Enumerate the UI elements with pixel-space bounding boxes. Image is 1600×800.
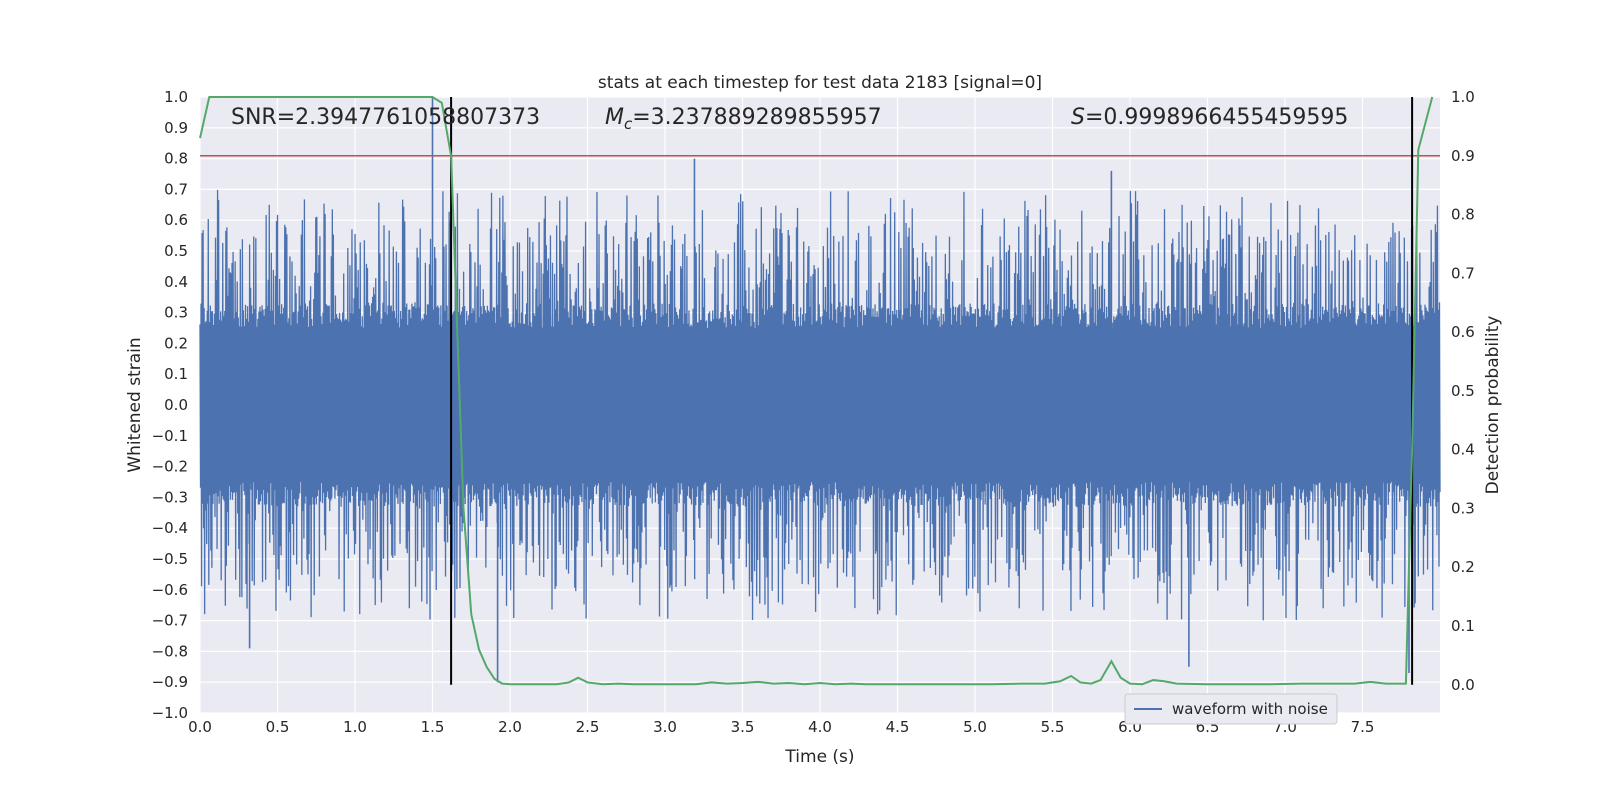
y2-tick-label-4: 0.6 xyxy=(1451,323,1475,341)
score-annotation: S=0.9998966455459595 xyxy=(1071,105,1348,130)
y-tick-label-14: −0.4 xyxy=(152,519,188,537)
chirp-mass-annotation: Mc=3.237889289855957 xyxy=(605,105,882,133)
x-tick-label-0: 0.0 xyxy=(188,718,212,736)
x-tick-label-4: 2.0 xyxy=(498,718,522,736)
y2-tick-label-0: 1.0 xyxy=(1451,88,1475,106)
y-tick-label-4: 0.6 xyxy=(164,211,188,229)
legend-box xyxy=(1124,693,1338,725)
y2-tick-label-3: 0.7 xyxy=(1451,264,1475,282)
y2-axis-label: Detection probability xyxy=(1483,316,1503,495)
x-tick-label-8: 4.0 xyxy=(808,718,832,736)
y-tick-label-19: −0.9 xyxy=(152,673,188,691)
y-tick-label-18: −0.8 xyxy=(152,642,188,660)
x-tick-label-9: 4.5 xyxy=(886,718,910,736)
y-tick-label-8: 0.2 xyxy=(164,334,188,352)
y-tick-label-1: 0.9 xyxy=(164,119,188,137)
x-axis-label: Time (s) xyxy=(784,747,854,767)
y2-tick-label-5: 0.5 xyxy=(1451,382,1475,400)
legend: waveform with noise xyxy=(1124,693,1338,725)
plot-area xyxy=(199,96,1441,686)
y-tick-label-3: 0.7 xyxy=(164,180,188,198)
y2-axis-ticks: 1.0 0.9 0.8 0.7 0.6 0.5 0.4 0.3 0.2 0.1 0.0 xyxy=(1451,88,1475,694)
y-tick-label-2: 0.8 xyxy=(164,150,188,168)
x-tick-label-6: 3.0 xyxy=(653,718,677,736)
y2-tick-label-6: 0.4 xyxy=(1451,441,1475,459)
x-tick-label-7: 3.5 xyxy=(731,718,755,736)
y-tick-label-13: −0.3 xyxy=(152,488,188,506)
y2-tick-label-2: 0.8 xyxy=(1451,206,1475,224)
waveform-noise-band xyxy=(200,328,1440,482)
x-tick-label-2: 1.0 xyxy=(343,718,367,736)
chirp-mass-symbol: M xyxy=(605,105,624,130)
y2-tick-label-9: 0.1 xyxy=(1451,617,1475,635)
y-tick-label-11: −0.1 xyxy=(152,427,188,445)
y-tick-label-20: −1.0 xyxy=(152,704,188,722)
legend-label-waveform: waveform with noise xyxy=(1172,700,1328,718)
y-tick-label-10: 0.0 xyxy=(164,396,188,414)
y-tick-label-17: −0.7 xyxy=(152,612,188,630)
score-value: =0.9998966455459595 xyxy=(1085,105,1348,130)
chart-title: stats at each timestep for test data 218… xyxy=(598,73,1042,93)
x-tick-label-15: 7.5 xyxy=(1351,718,1375,736)
x-tick-label-3: 1.5 xyxy=(421,718,445,736)
y-axis-label: Whitened strain xyxy=(125,337,145,472)
score-symbol: S xyxy=(1071,105,1085,130)
detection-probability-line xyxy=(199,96,1434,686)
y2-tick-label-1: 0.9 xyxy=(1451,147,1475,165)
y2-tick-label-10: 0.0 xyxy=(1451,676,1475,694)
y-tick-label-5: 0.5 xyxy=(164,242,188,260)
x-tick-label-11: 5.5 xyxy=(1041,718,1065,736)
y2-tick-label-8: 0.2 xyxy=(1451,558,1475,576)
y-tick-label-6: 0.4 xyxy=(164,273,188,291)
y-tick-label-0: 1.0 xyxy=(164,88,188,106)
chirp-mass-subscript: c xyxy=(624,115,633,133)
y-tick-label-15: −0.5 xyxy=(152,550,188,568)
y-tick-label-12: −0.2 xyxy=(152,458,188,476)
snr-annotation: SNR=2.3947761058807373 xyxy=(231,105,540,130)
x-tick-label-5: 2.5 xyxy=(576,718,600,736)
chirp-mass-value: =3.237889289855957 xyxy=(632,105,881,130)
y-axis-ticks: 1.0 0.9 0.8 0.7 0.6 0.5 0.4 0.3 0.2 0.1 0.0 −0.1 −0.… xyxy=(152,88,188,722)
x-tick-label-1: 0.5 xyxy=(266,718,290,736)
x-tick-label-10: 5.0 xyxy=(963,718,987,736)
y-tick-label-7: 0.3 xyxy=(164,304,188,322)
y-tick-label-9: 0.1 xyxy=(164,365,188,383)
y2-tick-label-7: 0.3 xyxy=(1451,499,1475,517)
y-tick-label-16: −0.6 xyxy=(152,581,188,599)
